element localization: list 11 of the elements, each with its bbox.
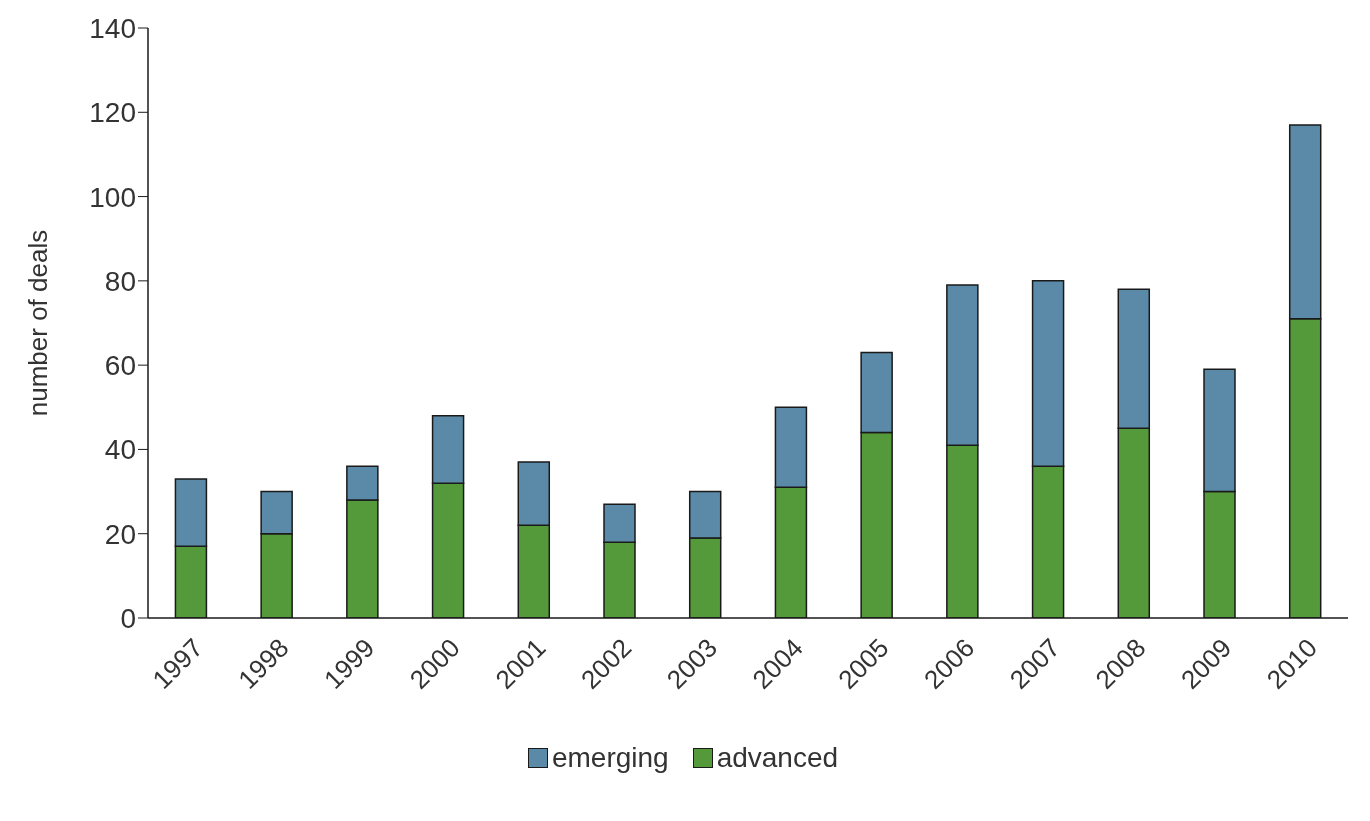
y-axis-title: number of deals <box>23 229 54 417</box>
y-tick-label: 60 <box>104 350 136 382</box>
y-tick-label: 40 <box>104 434 136 466</box>
legend-label: emerging <box>550 742 669 774</box>
legend-label: advanced <box>715 742 839 774</box>
y-tick-label: 100 <box>89 181 136 213</box>
y-tick-label: 20 <box>104 518 136 550</box>
y-tick-label: 120 <box>89 97 136 129</box>
y-tick-label: 140 <box>89 12 136 44</box>
y-tick-label: 80 <box>104 265 136 297</box>
y-tick-label: 0 <box>120 602 136 634</box>
